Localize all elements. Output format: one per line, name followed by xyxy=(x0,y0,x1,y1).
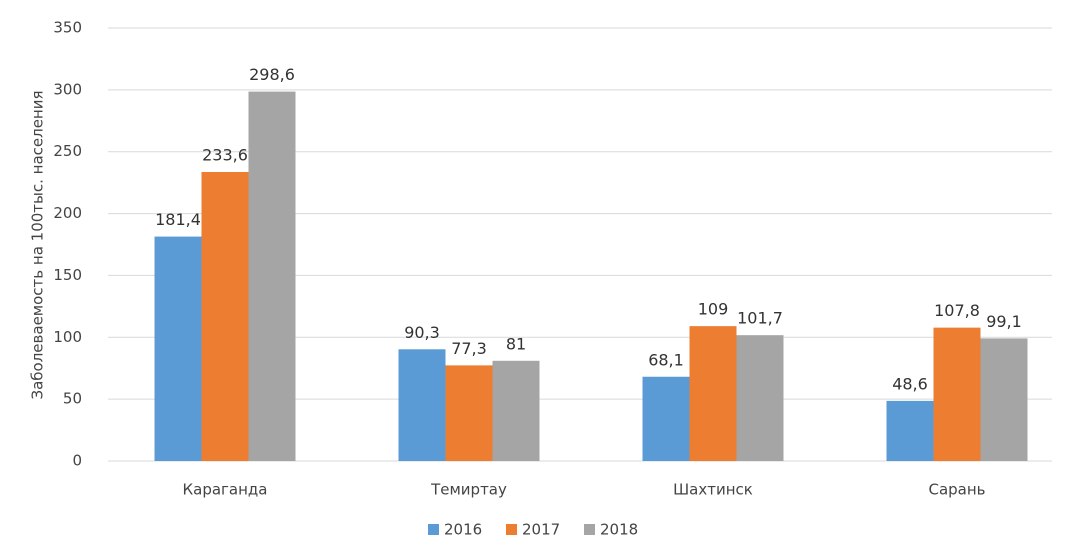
bar xyxy=(398,349,446,461)
legend-label: 2018 xyxy=(600,521,638,539)
value-label: 109 xyxy=(698,300,729,319)
bar xyxy=(933,327,981,461)
value-label: 81 xyxy=(506,334,526,353)
value-label: 99,1 xyxy=(986,312,1022,331)
x-tick-label: Сарань xyxy=(928,481,985,499)
bar xyxy=(980,338,1028,461)
y-tick-label: 350 xyxy=(53,19,82,37)
value-label: 233,6 xyxy=(202,146,248,165)
legend-swatch xyxy=(584,524,595,535)
bar xyxy=(201,172,249,462)
y-tick-label: 250 xyxy=(53,142,82,160)
bar xyxy=(445,365,493,461)
value-label: 107,8 xyxy=(934,301,980,320)
bar xyxy=(689,326,737,461)
value-label: 298,6 xyxy=(249,65,295,84)
value-label: 77,3 xyxy=(451,339,487,358)
bar xyxy=(492,360,540,461)
y-axis-label: Заболеваемость на 100тыс. населения xyxy=(29,90,47,399)
x-tick-label: Шахтинск xyxy=(673,481,753,499)
y-tick-label: 50 xyxy=(63,390,82,408)
bar xyxy=(642,376,690,461)
bar xyxy=(736,335,784,461)
x-tick-label: Караганда xyxy=(183,481,268,499)
y-tick-label: 0 xyxy=(72,452,82,470)
legend-label: 2017 xyxy=(522,521,560,539)
bar xyxy=(886,400,934,461)
value-label: 101,7 xyxy=(737,309,783,328)
value-label: 48,6 xyxy=(892,374,928,393)
legend-swatch xyxy=(428,524,439,535)
value-label: 181,4 xyxy=(155,210,201,229)
bar xyxy=(154,236,202,461)
y-tick-label: 100 xyxy=(53,328,82,346)
value-label: 68,1 xyxy=(648,350,684,369)
bar xyxy=(248,91,296,461)
y-tick-label: 150 xyxy=(53,266,82,284)
legend-swatch xyxy=(506,524,517,535)
value-label: 90,3 xyxy=(404,323,440,342)
y-tick-label: 200 xyxy=(53,204,82,222)
x-tick-label: Темиртау xyxy=(430,481,507,499)
legend-label: 2016 xyxy=(444,521,482,539)
y-tick-label: 300 xyxy=(53,80,82,98)
